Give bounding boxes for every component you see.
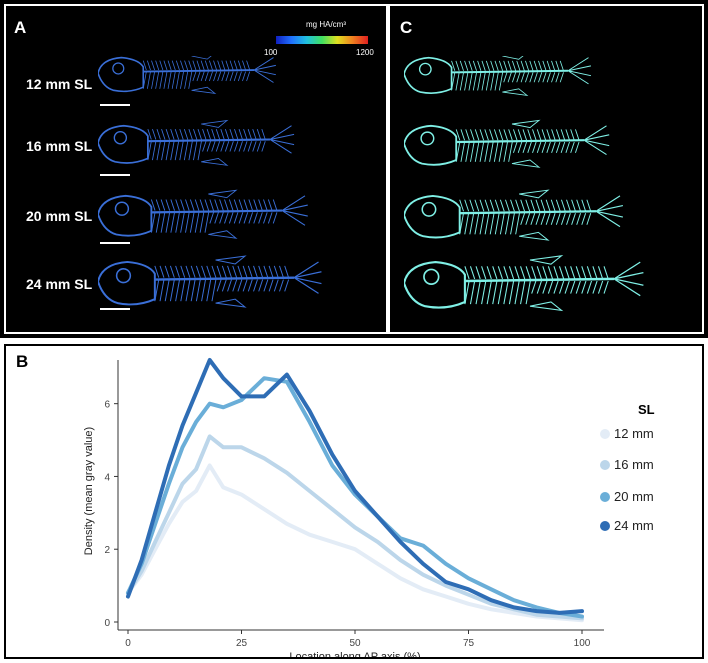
fish-skeleton-icon [404,119,610,168]
y-tick-label: 4 [104,472,110,483]
colorbar-title: mg HA/cm³ [306,20,346,29]
panel-a-fish-skeletons [98,56,322,308]
y-axis-label: Density (mean gray value) [83,427,95,555]
y-tick-label: 0 [104,618,110,629]
legend-label: 12 mm [614,426,654,441]
fish-skeleton-icon [98,189,308,239]
legend-label: 16 mm [614,457,654,472]
y-tick-label: 2 [104,545,110,556]
series-line-16-mm [126,434,584,621]
scale-bar-24 [100,308,130,310]
x-tick-label: 100 [574,638,591,649]
legend-item: 12 mm [600,426,654,441]
x-tick-label: 0 [125,638,131,649]
panel-b-density-chart: B 0 25 50 75 100 0 2 4 6 Location along AP axis (… [4,344,704,659]
legend-swatch [600,492,610,502]
y-tick-label: 6 [104,400,110,411]
sl-label-16: 16 mm SL [26,138,93,154]
fish-skeleton-icon [404,189,624,241]
x-tick-label: 75 [463,638,475,649]
legend-label: 20 mm [614,489,654,504]
colorbar [276,36,368,44]
colorbar-max-label: 1200 [356,48,374,57]
fish-skeleton-icon [98,56,276,95]
series-line-12-mm [126,463,584,623]
legend-swatch [600,429,610,439]
image-panels: A mg HA/cm³ 100 1200 12 mm SL 16 mm SL 2… [0,0,708,338]
fish-skeleton-icon [98,119,295,166]
series-line-24-mm [126,358,584,615]
sl-label-20: 20 mm SL [26,208,93,224]
panel-a-label: A [14,18,27,37]
sl-label-24: 24 mm SL [26,276,93,292]
legend-title: SL [638,402,655,417]
x-axis-label: Location along AP axis (%) [289,651,420,657]
legend-item: 16 mm [600,457,654,472]
x-tick-label: 25 [236,638,248,649]
panel-c-fish-skeletons [404,56,644,312]
legend-item: 20 mm [600,489,654,504]
density-line-chart: 0 25 50 75 100 0 2 4 6 Location along AP axis (%)… [83,358,604,657]
legend-swatch [600,521,610,531]
series-line-20-mm [126,376,584,619]
fish-skeleton-icon [404,255,644,312]
panel-c-ct-renderings: C [388,4,704,334]
scale-bar-12 [100,104,130,106]
scale-bar-16 [100,174,130,176]
legend-item: 24 mm [600,518,654,533]
legend-swatch [600,460,610,470]
colorbar-min-label: 100 [264,48,278,57]
legend-label: 24 mm [614,518,654,533]
x-tick-label: 50 [349,638,361,649]
fish-skeleton-icon [98,255,322,308]
panel-c-label: C [400,18,413,37]
panel-b-label: B [16,352,29,371]
panel-a-ct-scans: A mg HA/cm³ 100 1200 12 mm SL 16 mm SL 2… [4,4,388,334]
fish-skeleton-icon [404,56,592,96]
scale-bar-20 [100,242,130,244]
sl-label-12: 12 mm SL [26,76,93,92]
